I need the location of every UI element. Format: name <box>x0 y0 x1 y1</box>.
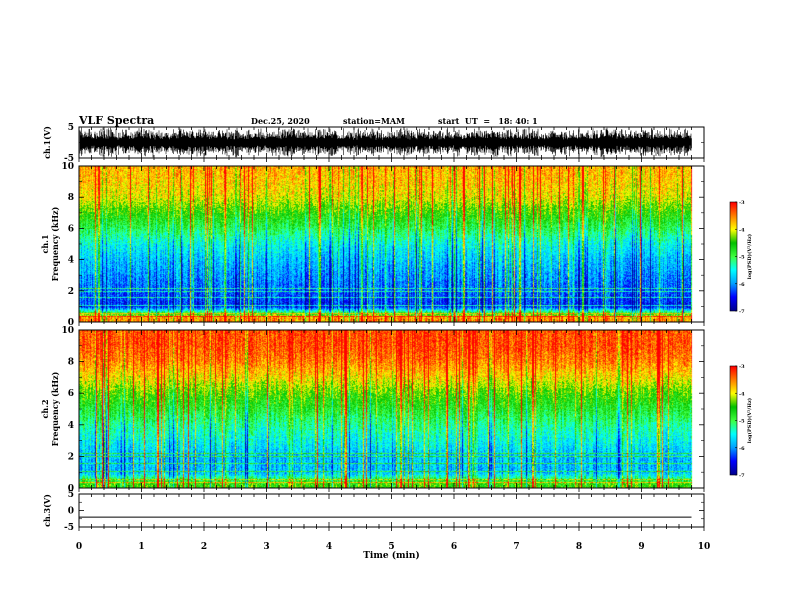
x-axis-label: Time (min) <box>363 550 420 561</box>
ch2s-ytick-label: 4 <box>68 421 74 431</box>
ch1-colorbar-tick-label: -4 <box>739 227 745 233</box>
x-tick-label: 2 <box>201 542 207 552</box>
ch1-waveform-trace <box>79 127 692 158</box>
x-tick-label: 4 <box>326 542 332 552</box>
ch1s-ytick-label: 8 <box>68 193 74 203</box>
x-tick-label: 8 <box>576 542 582 552</box>
ch3w-ytick-label: -5 <box>64 523 74 533</box>
x-tick-label: 10 <box>698 542 711 552</box>
x-tick-label: 7 <box>513 542 519 552</box>
ch1-spectrogram-image <box>79 166 704 322</box>
ch2s-ytick-label: 0 <box>68 484 74 494</box>
ch1s-ytick-label: 0 <box>68 318 74 328</box>
x-tick-label: 6 <box>451 542 457 552</box>
ch1-frequency-label: Frequency (kHz) <box>50 206 60 281</box>
date-label: Dec.25, 2020 <box>251 116 310 126</box>
spectrogram-images <box>79 166 737 488</box>
ch2s-ytick-label: 2 <box>68 452 74 462</box>
ch2s-ytick-label: 8 <box>68 358 74 368</box>
ch2-colorbar-tick-label: -4 <box>739 391 745 397</box>
ch1-colorbar-tick-label: -5 <box>739 255 745 261</box>
ch2-frequency-label: Frequency (kHz) <box>50 371 60 446</box>
x-tick-label: 9 <box>638 542 644 552</box>
ch1w-ytick-label: 5 <box>68 123 74 133</box>
ch2-colorbar-tick-label: -5 <box>739 419 745 425</box>
ch3w-ytick-label: 5 <box>68 490 74 500</box>
x-tick-label: 1 <box>138 542 144 552</box>
ch2-colorbar-tick-label: -3 <box>739 364 745 370</box>
ch2s-ytick-label: 6 <box>68 389 74 399</box>
ch1-channel-label: ch.1 <box>40 234 50 253</box>
ch2-channel-label: ch.2 <box>40 399 50 418</box>
ch1w-ytick-label: -5 <box>64 154 74 164</box>
ch1-colorbar-label: log(PSD)(V²/Hz) <box>746 234 753 279</box>
ch2s-ytick-label: 10 <box>61 326 74 336</box>
ch1s-ytick-label: 4 <box>68 256 74 266</box>
x-tick-label: 0 <box>76 542 82 552</box>
ch1-colorbar-tick-label: -3 <box>739 200 745 206</box>
x-tick-label: 5 <box>388 542 394 552</box>
ch1s-ytick-label: 10 <box>61 162 74 172</box>
ch1s-ytick-label: 2 <box>68 287 74 297</box>
ch1-ylabel: ch.1(V) <box>42 126 52 159</box>
ch3w-ytick-label: 0 <box>68 507 74 517</box>
station-label: station=MAM <box>343 116 405 126</box>
ch2-colorbar-gradient <box>730 366 737 475</box>
ch2-spectrogram-image <box>79 330 704 488</box>
ch1-colorbar-tick-label: -7 <box>739 309 745 315</box>
start-time-label: start UT = 18: 40: 1 <box>438 116 538 126</box>
ch1-colorbar-gradient <box>730 202 737 311</box>
ch1s-ytick-label: 6 <box>68 224 74 234</box>
ch2-colorbar-label: log(PSD)(V²/Hz) <box>746 398 753 443</box>
ch2-colorbar-tick-label: -7 <box>739 473 745 479</box>
ch1-colorbar-tick-label: -6 <box>739 282 745 288</box>
ch3-ylabel: ch.3(V) <box>42 494 52 527</box>
ch2-colorbar-tick-label: -6 <box>739 446 745 452</box>
x-tick-label: 3 <box>263 542 269 552</box>
figure-title: VLF Spectra <box>79 114 155 127</box>
